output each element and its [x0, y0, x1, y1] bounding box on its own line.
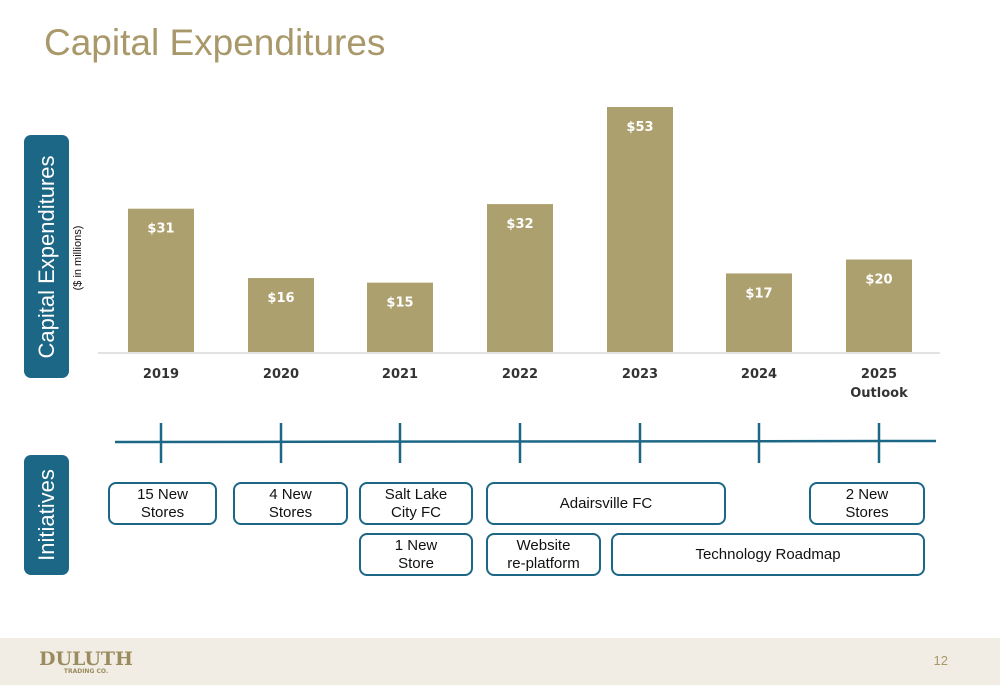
- x-tick-label: 2022: [502, 367, 538, 382]
- bar-value-label: $31: [147, 222, 174, 237]
- initiative-1-new-store: 1 New Store: [359, 533, 473, 576]
- timeline-line: [114, 439, 937, 444]
- x-tick-label: 2019: [143, 367, 179, 382]
- capex-bar-chart: $31 2019 $16 2020 $15 2021 $32 2022 $53 2023 $17 20…: [98, 107, 940, 463]
- initiative-website-replatform: Website re-platform: [486, 533, 601, 576]
- initiatives-side-tab-label: Initiatives: [33, 469, 59, 561]
- svg-text:DULUTH: DULUTH: [40, 648, 132, 670]
- bar-2025: [846, 259, 912, 352]
- x-tick-label: Outlook: [850, 386, 908, 401]
- svg-text:TRADING CO.: TRADING CO.: [64, 668, 108, 675]
- bar-value-label: $32: [506, 217, 533, 232]
- page-number: 12: [933, 653, 948, 668]
- bar-value-label: $20: [865, 273, 892, 288]
- bar-2020: [248, 278, 314, 352]
- duluth-trading-logo: DULUTH TRADING CO.: [40, 648, 132, 675]
- bar-2022: [487, 204, 553, 352]
- x-tick-label: 2024: [741, 367, 777, 382]
- x-tick-label: 2023: [622, 367, 658, 382]
- footer: DULUTH TRADING CO. 12: [0, 638, 1000, 685]
- bar-value-label: $53: [626, 120, 653, 135]
- bar-2024: [726, 273, 792, 352]
- initiative-4-new-stores: 4 New Stores: [233, 482, 348, 525]
- bar-value-label: $16: [267, 291, 294, 306]
- initiative-2-new-stores: 2 New Stores: [809, 482, 925, 525]
- bar-value-label: $17: [745, 286, 772, 301]
- initiative-adairsville-fc: Adairsville FC: [486, 482, 726, 525]
- x-tick-label: 2025: [861, 367, 897, 382]
- bar-value-label: $15: [386, 296, 413, 311]
- initiative-technology-roadmap: Technology Roadmap: [611, 533, 925, 576]
- page-title: Capital Expenditures: [44, 22, 386, 63]
- bar-2023: [607, 107, 673, 352]
- bar-2019: [128, 208, 194, 352]
- initiatives-side-tab: Initiatives: [24, 455, 69, 575]
- capex-side-tab: Capital Expenditures: [24, 135, 69, 378]
- initiative-salt-lake-city-fc: Salt Lake City FC: [359, 482, 473, 525]
- x-tick-label: 2020: [263, 367, 299, 382]
- initiative-15-new-stores: 15 New Stores: [108, 482, 217, 525]
- bar-2021: [367, 282, 433, 352]
- x-tick-label: 2021: [382, 367, 418, 382]
